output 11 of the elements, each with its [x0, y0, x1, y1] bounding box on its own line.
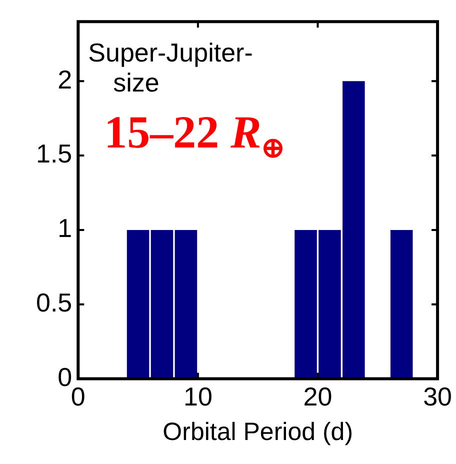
- annotation: Super-Jupiter- size: [88, 38, 253, 98]
- annotation: 15–22 R⊕: [104, 106, 284, 163]
- x-axis-title: Orbital Period (d): [162, 418, 354, 446]
- y-tick-label: 1.5: [36, 138, 72, 169]
- x-tick-label: 30: [423, 382, 452, 412]
- y-tick-label: 1: [58, 213, 72, 244]
- x-tick-label: 10: [183, 382, 212, 412]
- y-tick-label: 0: [58, 362, 72, 392]
- y-tick-label: 0.5: [36, 288, 72, 318]
- x-tick-label: 20: [303, 382, 332, 412]
- y-tick-label: 2: [58, 64, 72, 94]
